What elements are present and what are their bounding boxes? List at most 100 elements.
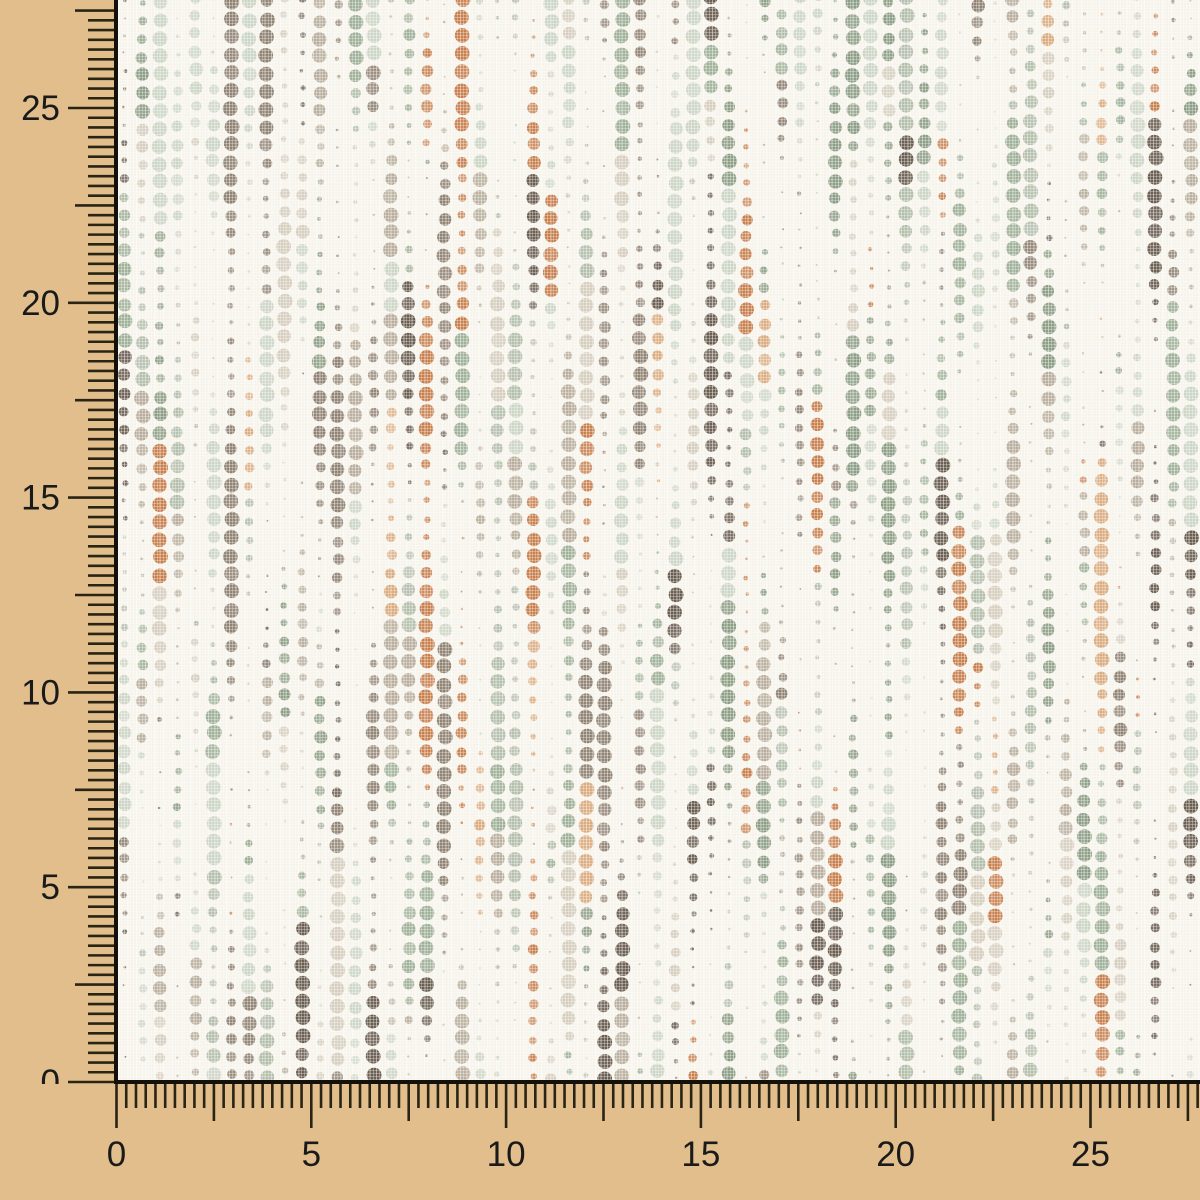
pattern-dot: [1046, 771, 1049, 774]
pattern-dot: [1133, 353, 1141, 362]
pattern-dot: [923, 766, 927, 770]
pattern-dot: [779, 817, 785, 823]
pattern-dot: [562, 368, 574, 380]
pattern-dot: [436, 801, 452, 817]
pattern-dot: [969, 911, 985, 927]
pattern-dot: [1185, 174, 1198, 187]
pattern-dot: [478, 750, 483, 756]
pattern-dot: [354, 162, 359, 168]
pattern-dot: [776, 975, 788, 987]
pattern-dot: [493, 640, 504, 652]
pattern-dot: [936, 925, 947, 936]
pattern-dot: [531, 358, 536, 363]
pattern-dot: [418, 940, 434, 956]
pattern-dot: [526, 227, 541, 242]
pattern-dot: [442, 950, 447, 955]
pattern-dot: [774, 1027, 790, 1043]
pattern-dot: [797, 264, 801, 268]
pattern-dot: [704, 313, 718, 327]
pattern-dot: [1151, 1014, 1160, 1024]
pattern-dot: [940, 641, 946, 647]
pattern-dot: [1130, 458, 1144, 473]
pattern-dot: [545, 516, 557, 529]
pattern-dot: [1153, 855, 1157, 859]
pattern-dot: [1136, 695, 1141, 699]
pattern-dot: [349, 946, 363, 960]
pattern-dot: [532, 842, 535, 845]
pattern-dot: [846, 443, 861, 458]
pattern-dot: [282, 549, 285, 553]
pattern-dot: [991, 285, 999, 293]
pattern-dot: [1114, 740, 1127, 753]
pattern-dot: [479, 678, 482, 681]
pattern-dot: [246, 823, 251, 827]
pattern-dot: [1065, 1059, 1069, 1063]
pattern-dot: [174, 589, 182, 598]
pattern-dot: [528, 1036, 537, 1045]
pattern-dot: [851, 628, 854, 632]
pattern-dot: [511, 14, 519, 21]
pattern-dot: [722, 763, 733, 774]
pattern-dot: [738, 336, 754, 352]
pattern-dot: [407, 211, 412, 215]
pattern-dot: [1116, 458, 1123, 466]
pattern-dot: [617, 873, 625, 881]
pattern-dot: [869, 283, 875, 289]
pattern-dot: [405, 245, 413, 254]
pattern-dot: [404, 710, 414, 721]
pattern-dot: [939, 267, 945, 273]
pattern-dot: [1165, 406, 1181, 422]
pattern-dot: [938, 0, 948, 6]
pattern-dot: [1065, 523, 1068, 526]
pattern-dot: [1047, 504, 1051, 509]
pattern-dot: [1183, 854, 1197, 868]
pattern-dot: [118, 837, 129, 848]
pattern-dot: [228, 284, 236, 292]
pattern-dot: [688, 372, 698, 383]
pattern-dot: [548, 895, 553, 900]
pattern-dot: [118, 761, 131, 775]
pattern-dot: [508, 869, 522, 883]
pattern-dot: [527, 532, 541, 547]
pattern-dot: [189, 975, 203, 989]
pattern-dot: [383, 224, 399, 240]
pattern-dot: [351, 106, 361, 116]
pattern-dot: [476, 498, 486, 508]
pattern-dot: [685, 65, 701, 80]
pattern-dot: [1061, 912, 1073, 924]
pattern-dot: [957, 369, 962, 374]
pattern-dot: [226, 982, 234, 990]
pattern-dot: [225, 210, 237, 222]
pattern-dot: [153, 460, 168, 475]
pattern-dot: [478, 627, 481, 630]
pattern-dot: [354, 217, 359, 223]
pattern-dot: [565, 333, 572, 341]
pattern-dot: [1010, 711, 1016, 717]
pattern-dot: [175, 17, 178, 20]
pattern-dot: [1006, 528, 1021, 544]
pattern-dot: [490, 817, 506, 832]
pattern-dot: [319, 969, 322, 972]
pattern-dot: [653, 907, 661, 914]
pattern-dot: [1168, 266, 1180, 278]
pattern-dot: [368, 443, 377, 452]
pattern-dot: [811, 974, 824, 987]
pattern-dot: [513, 248, 517, 253]
pattern-dot: [297, 568, 306, 576]
pattern-dot: [1189, 0, 1192, 2]
pattern-dot: [419, 349, 435, 365]
pattern-dot: [1116, 618, 1124, 625]
pattern-dot: [994, 56, 997, 59]
pattern-dot: [458, 230, 466, 237]
pattern-dot: [867, 494, 877, 504]
pattern-dot: [1095, 850, 1107, 863]
pattern-dot: [1077, 882, 1093, 898]
pattern-dot: [457, 764, 467, 774]
pattern-dot: [667, 623, 682, 638]
pattern-dot: [135, 695, 147, 707]
pattern-dot: [692, 572, 696, 576]
pattern-dot: [690, 1036, 697, 1043]
pattern-dot: [971, 965, 983, 977]
pattern-dot: [583, 1002, 588, 1006]
pattern-dot: [598, 356, 609, 367]
